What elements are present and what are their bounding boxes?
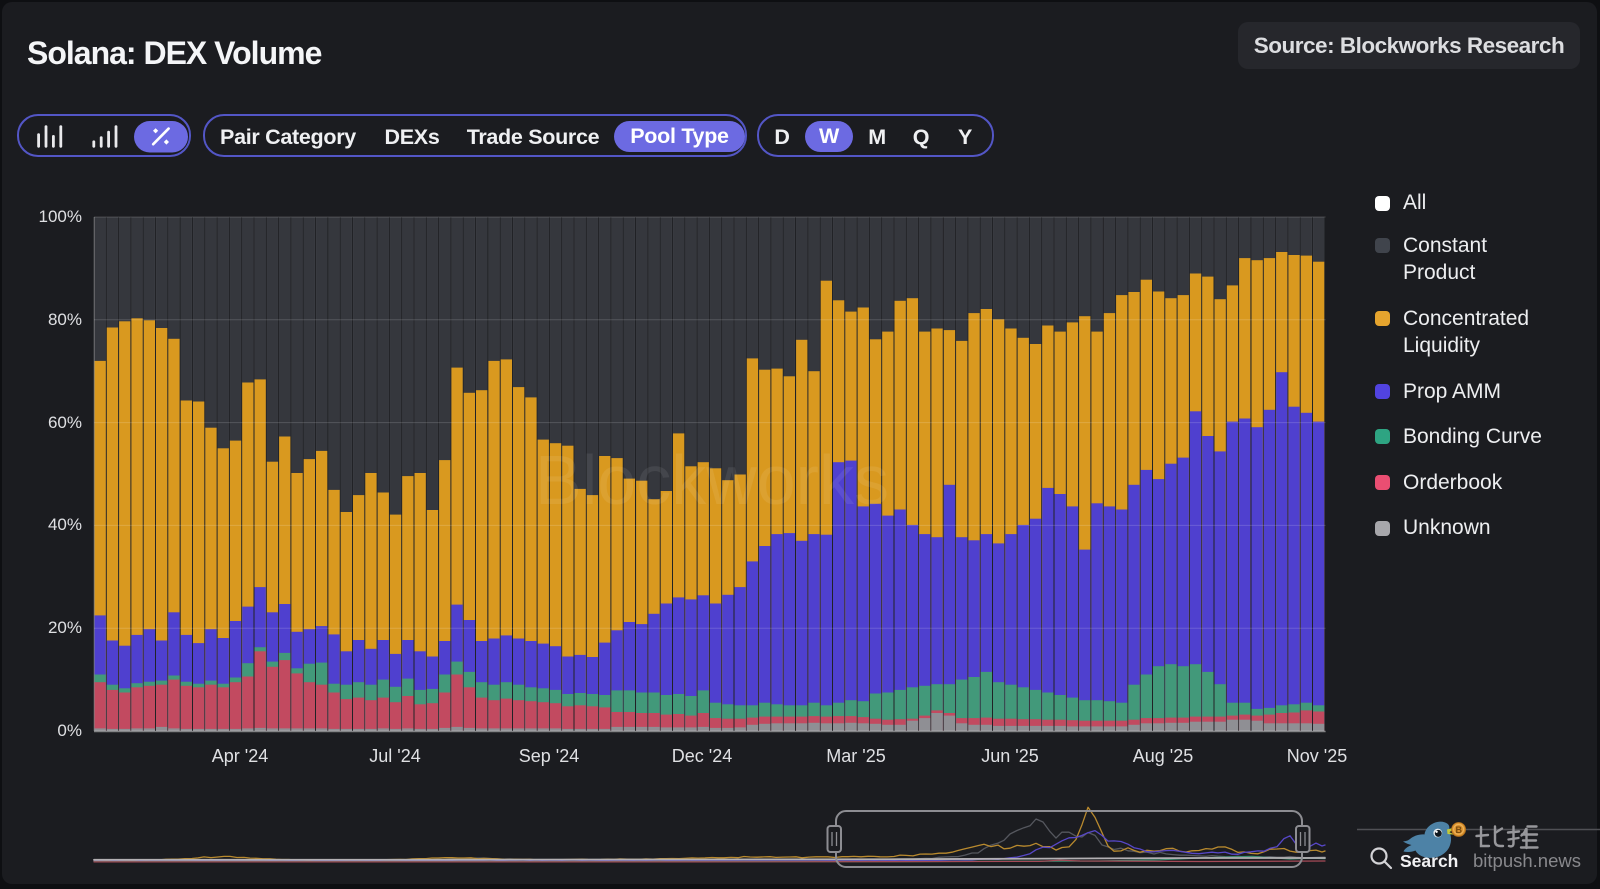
svg-text:B: B bbox=[1455, 825, 1462, 835]
svg-text:Blockworks: Blockworks bbox=[535, 441, 889, 519]
